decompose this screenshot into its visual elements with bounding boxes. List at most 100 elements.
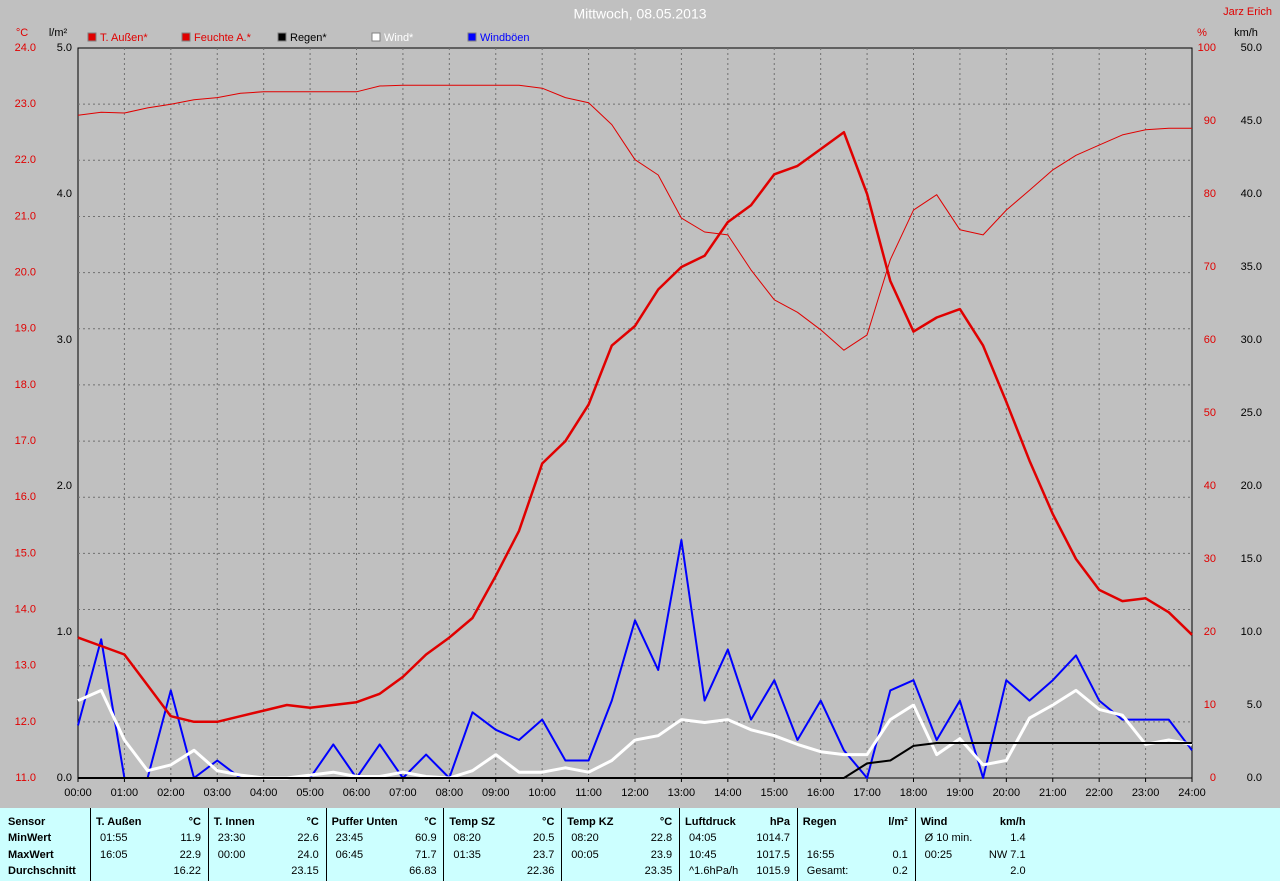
column-separator bbox=[90, 808, 91, 881]
y2-tick-label: 50 bbox=[1204, 407, 1216, 419]
column-separator bbox=[561, 808, 563, 881]
x-tick-label: 14:00 bbox=[714, 787, 742, 799]
group-unit: °C bbox=[424, 816, 437, 828]
x-tick-label: 21:00 bbox=[1039, 787, 1067, 799]
x-tick-label: 07:00 bbox=[389, 787, 417, 799]
cell-label: 00:25 bbox=[924, 849, 953, 861]
y-tick-label: 15.0 bbox=[15, 547, 36, 559]
y2-tick-label: 10 bbox=[1204, 699, 1216, 711]
cell-value: 23.35 bbox=[644, 865, 673, 877]
y2-tick-label: 70 bbox=[1204, 261, 1216, 273]
x-tick-label: 08:00 bbox=[436, 787, 464, 799]
group-title: Wind bbox=[920, 816, 948, 828]
y2-tick-label: 90 bbox=[1204, 115, 1216, 127]
y4-tick-label: 25.0 bbox=[1241, 407, 1262, 419]
cell-value: NW 7.1 bbox=[988, 849, 1026, 861]
cell-value: 23.7 bbox=[532, 849, 555, 861]
x-tick-label: 10:00 bbox=[528, 787, 556, 799]
y3-tick-label: 0.0 bbox=[57, 772, 72, 784]
x-tick-label: 13:00 bbox=[668, 787, 696, 799]
row-label: MaxWert bbox=[8, 849, 54, 861]
y3-tick-label: 4.0 bbox=[57, 188, 72, 200]
cell-value: 20.5 bbox=[532, 832, 555, 844]
cell-value: 0.1 bbox=[892, 849, 908, 861]
x-tick-label: 17:00 bbox=[853, 787, 881, 799]
y-tick-label: 16.0 bbox=[15, 491, 36, 503]
y4-tick-label: 20.0 bbox=[1241, 480, 1262, 492]
chart-title: Mittwoch, 08.05.2013 bbox=[573, 6, 706, 22]
y2-tick-label: 0 bbox=[1210, 772, 1216, 784]
y3-tick-label: 1.0 bbox=[57, 626, 72, 638]
cell-label: 10:45 bbox=[689, 849, 717, 861]
y4-tick-label: 45.0 bbox=[1241, 115, 1262, 127]
cell-label: 08:20 bbox=[453, 832, 481, 844]
x-tick-label: 01:00 bbox=[111, 787, 139, 799]
y4-tick-label: 35.0 bbox=[1241, 261, 1262, 273]
x-tick-label: 24:00 bbox=[1178, 787, 1206, 799]
cell-value: 1014.7 bbox=[756, 832, 790, 844]
y4-tick-label: 15.0 bbox=[1241, 553, 1262, 565]
y3-tick-label: 2.0 bbox=[57, 480, 72, 492]
y2-tick-label: 60 bbox=[1204, 334, 1216, 346]
cell-value: 22.8 bbox=[650, 832, 673, 844]
y-tick-label: 13.0 bbox=[15, 660, 36, 672]
cell-label: 16:55 bbox=[806, 849, 835, 861]
legend-label: Windböen bbox=[480, 32, 530, 44]
y4-tick-label: 10.0 bbox=[1241, 626, 1262, 638]
cell-label: 00:00 bbox=[217, 849, 246, 861]
cell-value: 66.83 bbox=[409, 865, 437, 877]
cell-label: 04:05 bbox=[689, 832, 717, 844]
group-title: Temp SZ bbox=[449, 816, 496, 828]
x-tick-label: 23:00 bbox=[1132, 787, 1160, 799]
legend-marker bbox=[371, 32, 381, 42]
y-tick-label: 17.0 bbox=[15, 435, 36, 447]
x-tick-label: 09:00 bbox=[482, 787, 510, 799]
stats-table: Sensor MinWert MaxWert Durchschnitt T. Außen… bbox=[0, 808, 1280, 881]
x-tick-label: 15:00 bbox=[760, 787, 788, 799]
x-tick-label: 19:00 bbox=[946, 787, 974, 799]
column-separator bbox=[325, 808, 327, 881]
cell-value: 24.0 bbox=[297, 849, 319, 861]
legend-marker bbox=[467, 32, 477, 42]
x-tick-label: 20:00 bbox=[993, 787, 1021, 799]
cell-label: 08:20 bbox=[571, 832, 599, 844]
cell-label: Ø 10 min. bbox=[924, 832, 973, 844]
y4-tick-label: 30.0 bbox=[1241, 334, 1262, 346]
y3-tick-label: 3.0 bbox=[57, 334, 72, 346]
legend-label: T. Außen* bbox=[100, 32, 148, 44]
x-tick-label: 04:00 bbox=[250, 787, 278, 799]
group-title: T. Außen bbox=[96, 816, 142, 828]
cell-value: 22.9 bbox=[179, 849, 201, 861]
cell-value: 1017.5 bbox=[756, 849, 790, 861]
x-tick-label: 12:00 bbox=[621, 787, 649, 799]
legend-label: Feuchte A.* bbox=[194, 32, 252, 44]
legend-marker bbox=[181, 32, 191, 42]
y2-tick-label: 80 bbox=[1204, 188, 1216, 200]
y-tick-label: 24.0 bbox=[15, 42, 36, 54]
row-label: Sensor bbox=[8, 816, 46, 828]
cell-value: 0.2 bbox=[892, 865, 908, 877]
cell-label: 01:55 bbox=[100, 832, 128, 844]
cell-value: 22.6 bbox=[297, 832, 319, 844]
cell-value: 71.7 bbox=[415, 849, 437, 861]
y-tick-label: 12.0 bbox=[15, 716, 36, 728]
y-axis-unit: °C bbox=[16, 27, 28, 39]
cell-value: 23.15 bbox=[291, 865, 319, 877]
x-tick-label: 11:00 bbox=[575, 787, 602, 799]
author: Jarz Erich bbox=[1223, 6, 1272, 18]
y2-tick-label: 30 bbox=[1204, 553, 1216, 565]
cell-value: 1015.9 bbox=[756, 865, 790, 877]
y3-tick-label: 5.0 bbox=[57, 42, 72, 54]
y2-tick-label: 40 bbox=[1204, 480, 1216, 492]
x-tick-label: 06:00 bbox=[343, 787, 371, 799]
y4-tick-label: 40.0 bbox=[1241, 188, 1262, 200]
group-title: Regen bbox=[802, 816, 837, 828]
column-separator bbox=[796, 808, 798, 881]
y-tick-label: 19.0 bbox=[15, 323, 36, 335]
y-tick-label: 23.0 bbox=[15, 98, 36, 110]
y4-tick-label: 50.0 bbox=[1241, 42, 1262, 54]
y2-tick-label: 20 bbox=[1204, 626, 1216, 638]
cell-label: Gesamt: bbox=[806, 865, 849, 877]
group-unit: °C bbox=[542, 816, 555, 828]
column-separator bbox=[914, 808, 916, 881]
